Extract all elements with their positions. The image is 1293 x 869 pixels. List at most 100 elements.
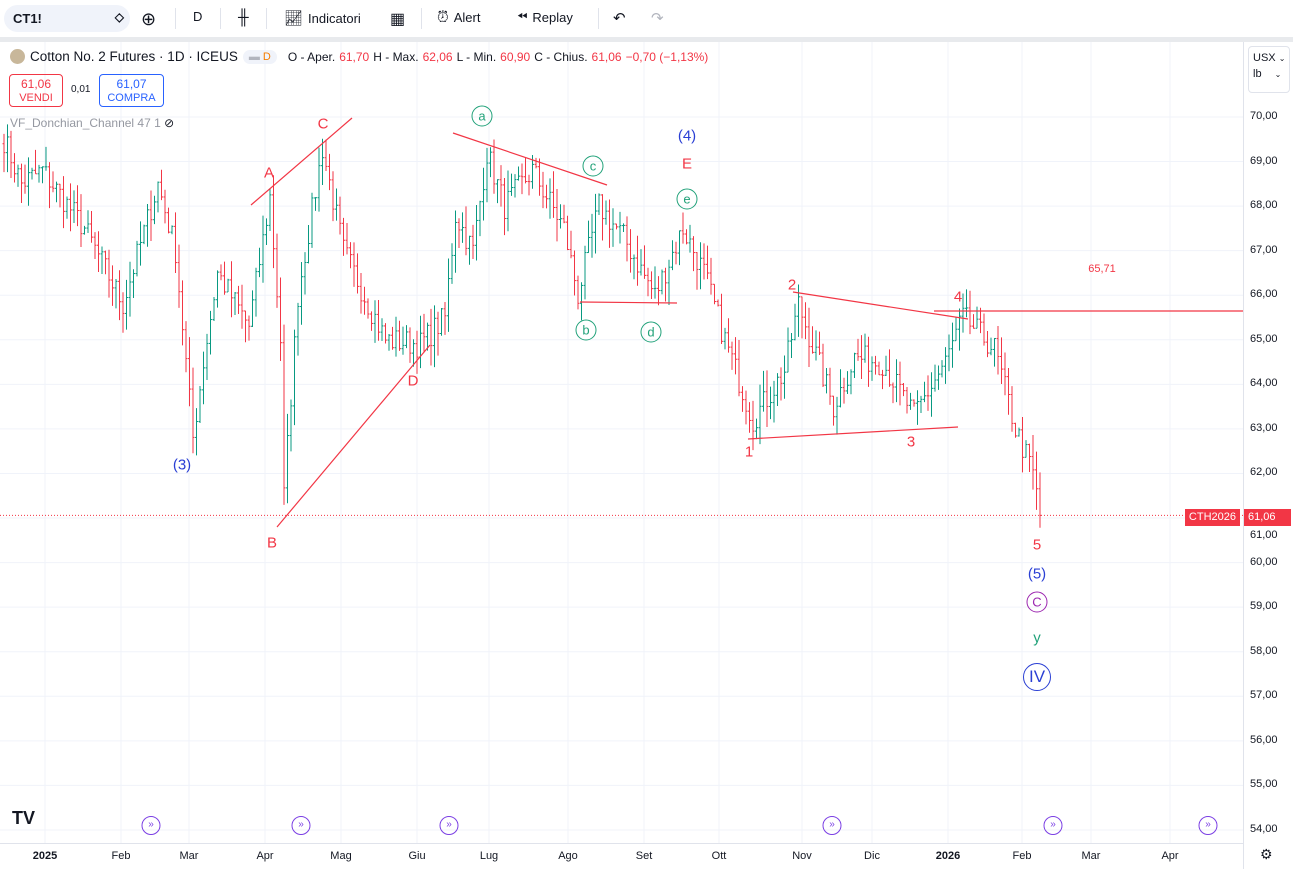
price-tick: 57,00 bbox=[1250, 689, 1278, 702]
trend-line bbox=[792, 291, 969, 320]
interval-badge: ▬ D bbox=[242, 49, 277, 64]
tradingview-logo[interactable]: TV bbox=[12, 808, 36, 828]
time-tick: Ott bbox=[711, 850, 727, 862]
price-tick: 59,00 bbox=[1250, 600, 1278, 613]
time-tick: Lug bbox=[479, 850, 499, 862]
wave-label[interactable]: 65,71 bbox=[1088, 263, 1116, 275]
event-marker-icon[interactable]: » bbox=[1198, 816, 1218, 835]
wave-label[interactable]: 1 bbox=[744, 443, 754, 461]
price-tick: 70,00 bbox=[1250, 110, 1278, 122]
toolbar-separator bbox=[0, 37, 1293, 42]
price-axis[interactable]: USX ⌄ lb ⌄ 70,00 69,00 68,00 67,00 66,00 65,0… bbox=[1243, 42, 1293, 869]
time-tick: Feb bbox=[1012, 850, 1032, 862]
event-marker-icon[interactable]: » bbox=[141, 816, 161, 835]
time-tick: 2026 bbox=[935, 850, 961, 862]
wave-label[interactable]: C bbox=[317, 115, 329, 133]
symbol-search[interactable]: CT1! ◇ bbox=[4, 5, 130, 32]
price-tick: 60,00 bbox=[1250, 555, 1278, 568]
last-price-label: 61,06 bbox=[1244, 509, 1291, 526]
currency-select[interactable]: USX ⌄ bbox=[1253, 52, 1286, 64]
rewind-icon: ⏪︎ bbox=[517, 9, 528, 24]
spread-value: 0,01 bbox=[71, 84, 91, 95]
diamond-icon[interactable]: ◇ bbox=[114, 10, 124, 24]
wave-label[interactable]: D bbox=[407, 372, 419, 390]
symbol-title[interactable]: Cotton No. 2 Futures · 1D · ICEUS bbox=[30, 49, 238, 64]
alert-button[interactable]: ⏰︎ Alert bbox=[437, 9, 480, 26]
price-tick: 67,00 bbox=[1250, 243, 1278, 256]
replay-button[interactable]: ⏪︎ Replay bbox=[517, 9, 573, 25]
unit-select[interactable]: lb ⌄ bbox=[1253, 68, 1282, 80]
wave-label-circled[interactable]: e bbox=[676, 188, 698, 210]
ohlc-values: O - Aper. 61,70 H - Max. 62,06 L - Min. 60,… bbox=[287, 49, 709, 64]
add-symbol-icon[interactable]: ⊕ bbox=[141, 9, 157, 29]
trend-line bbox=[452, 132, 608, 186]
interval-button[interactable]: D bbox=[193, 9, 203, 24]
event-marker-icon[interactable]: » bbox=[291, 816, 311, 835]
settings-icon[interactable]: ⚙ bbox=[1260, 846, 1273, 862]
event-marker-icon[interactable]: » bbox=[439, 816, 459, 835]
time-tick: Mar bbox=[179, 850, 199, 862]
unit-selector[interactable]: USX ⌄ lb ⌄ bbox=[1248, 46, 1290, 93]
indicator-legend[interactable]: VF_Donchian_Channel 47 1 ⊘ bbox=[10, 116, 175, 130]
last-price-ticker: CTH2026 bbox=[1184, 509, 1240, 526]
price-tick: 54,00 bbox=[1250, 822, 1278, 835]
wave-label-circled[interactable]: b bbox=[575, 319, 597, 341]
time-tick: Mag bbox=[330, 850, 352, 862]
trend-line bbox=[276, 344, 431, 528]
sell-button[interactable]: 61,06 VENDI bbox=[9, 74, 63, 107]
time-tick: Apr bbox=[1161, 850, 1179, 862]
wave-label[interactable]: y bbox=[1033, 629, 1041, 647]
wave-label-circled[interactable]: IV bbox=[1023, 663, 1051, 691]
wave-label-circled[interactable]: d bbox=[640, 321, 662, 343]
price-tick: 64,00 bbox=[1250, 377, 1278, 390]
event-marker-icon[interactable]: » bbox=[822, 816, 842, 835]
time-tick: Giu bbox=[408, 850, 426, 862]
price-tick: 66,00 bbox=[1250, 288, 1278, 301]
wave-label[interactable]: (5) bbox=[1027, 565, 1047, 583]
time-tick: Set bbox=[635, 850, 653, 862]
cotton-logo-icon bbox=[10, 49, 25, 64]
price-tick: 68,00 bbox=[1250, 199, 1278, 212]
price-tick: 56,00 bbox=[1250, 733, 1278, 746]
price-tick: 55,00 bbox=[1250, 778, 1278, 791]
bar-style-icon[interactable]: ╫ bbox=[238, 9, 249, 26]
time-axis[interactable]: 2025 Feb Mar Apr Mag Giu Lug Ago Set Ott Nov Dic 202… bbox=[0, 843, 1243, 869]
indicators-label: Indicatori bbox=[308, 10, 361, 26]
trend-line bbox=[250, 117, 353, 206]
price-tick: 62,00 bbox=[1250, 466, 1278, 479]
price-tick: 61,00 bbox=[1250, 529, 1278, 541]
wave-label-circled[interactable]: c bbox=[582, 155, 604, 177]
replay-label: Replay bbox=[532, 9, 573, 25]
time-tick: Feb bbox=[111, 850, 131, 862]
wave-label[interactable]: 3 bbox=[906, 433, 916, 451]
top-toolbar: CT1! ◇ ⊕ D ╫ 📈︎ Indicatori ▦ ⏰︎ Alert ⏪︎ Rep… bbox=[0, 0, 1293, 37]
price-chart[interactable] bbox=[0, 42, 1243, 843]
wave-label[interactable]: (4) bbox=[677, 127, 697, 145]
buy-button[interactable]: 61,07 COMPRA bbox=[99, 74, 164, 107]
alarm-clock-icon: ⏰︎ bbox=[437, 9, 449, 26]
wave-label[interactable]: E bbox=[681, 155, 693, 173]
wave-label[interactable]: A bbox=[263, 164, 275, 182]
wave-label[interactable]: 5 bbox=[1032, 536, 1042, 554]
price-tick: 58,00 bbox=[1250, 644, 1278, 657]
event-marker-icon[interactable]: » bbox=[1043, 816, 1063, 835]
hidden-eye-icon[interactable]: ⊘ bbox=[164, 116, 175, 130]
time-tick: Nov bbox=[792, 850, 812, 862]
trend-line bbox=[579, 301, 678, 304]
time-tick: Ago bbox=[558, 850, 578, 862]
wave-label[interactable]: B bbox=[266, 534, 278, 552]
time-tick: 2025 bbox=[32, 850, 58, 862]
wave-label[interactable]: 2 bbox=[787, 276, 797, 294]
price-tick: 69,00 bbox=[1250, 154, 1278, 167]
undo-icon[interactable]: ↶ bbox=[613, 10, 626, 27]
wave-label[interactable]: 4 bbox=[953, 288, 963, 306]
indicators-button[interactable]: 📈︎ Indicatori bbox=[284, 9, 361, 27]
time-tick: Apr bbox=[256, 850, 274, 862]
wave-label-circled[interactable]: a bbox=[471, 105, 493, 127]
time-tick: Mar bbox=[1081, 850, 1101, 862]
redo-icon[interactable]: ↷ bbox=[651, 10, 664, 27]
chart-pane[interactable] bbox=[0, 42, 1243, 843]
wave-label[interactable]: (3) bbox=[172, 456, 192, 474]
wave-label-circled[interactable]: C bbox=[1026, 591, 1048, 613]
templates-grid-icon[interactable]: ▦ bbox=[390, 11, 406, 28]
